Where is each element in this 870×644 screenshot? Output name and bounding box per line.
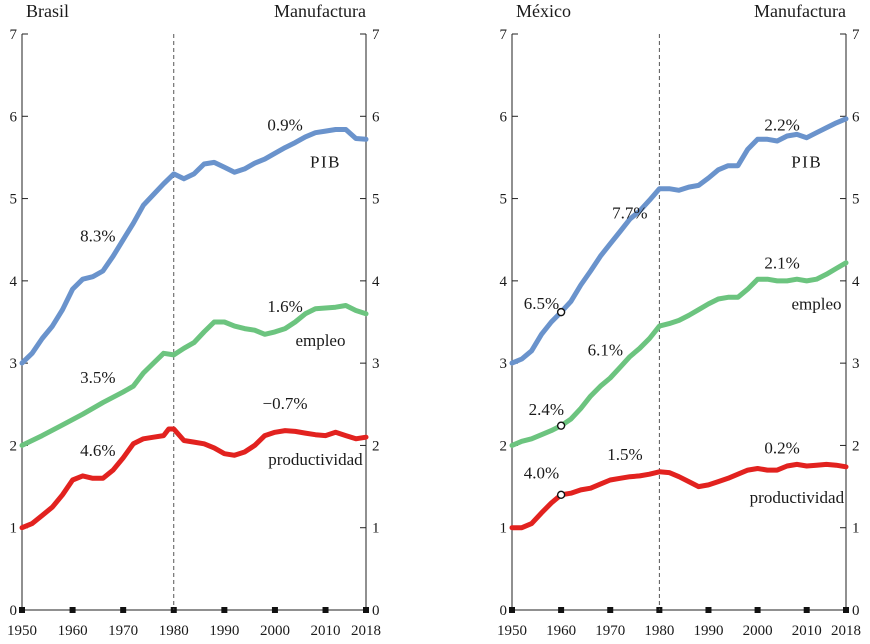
- x-tick-label: 2000: [260, 623, 290, 639]
- x-tick: [843, 607, 849, 613]
- y-tick-label-left: 1: [500, 521, 508, 537]
- x-tick-label: 1990: [693, 623, 723, 639]
- x-tick-label: 2000: [743, 623, 773, 639]
- x-tick: [221, 607, 228, 613]
- y-tick-label-right: 4: [852, 274, 860, 290]
- chart-panel-0: 0 0 1 1 2 2 3 3 4 4 5 5 6 6 7 7 1950 1960 1970 1980 1990 2000…: [7, 1, 381, 639]
- y-tick-label-left: 4: [500, 274, 508, 290]
- series-label: PIB: [791, 152, 822, 171]
- y-tick-label-left: 0: [10, 603, 18, 619]
- y-tick-label-right: 5: [852, 192, 860, 208]
- series-line-pib: [19, 127, 369, 366]
- series-label: productividad: [750, 488, 845, 507]
- panel-title: Manufactura: [754, 1, 846, 21]
- y-tick-label-right: 6: [372, 109, 380, 125]
- x-tick: [558, 607, 565, 613]
- y-tick-label-right: 3: [372, 356, 380, 372]
- growth-annotation: 4.6%: [80, 441, 115, 460]
- x-tick-label: 2018: [351, 623, 381, 639]
- x-tick-label: 2018: [831, 623, 861, 639]
- growth-annotation: 8.3%: [80, 226, 115, 245]
- x-tick: [69, 607, 76, 613]
- x-tick-label: 1960: [546, 623, 576, 639]
- series-label: productividad: [268, 450, 363, 469]
- x-tick: [271, 607, 278, 613]
- y-tick-label-right: 1: [852, 521, 860, 537]
- y-tick-label-right: 1: [372, 521, 380, 537]
- growth-annotation: 3.5%: [80, 368, 115, 387]
- x-tick: [120, 607, 127, 613]
- x-tick-label: 1970: [595, 623, 625, 639]
- y-tick-label-right: 3: [852, 356, 860, 372]
- growth-annotation: 2.1%: [764, 254, 799, 273]
- data-marker: [556, 490, 566, 499]
- x-tick: [754, 607, 761, 613]
- y-tick-label-right: 0: [372, 603, 380, 619]
- panel-title: Manufactura: [274, 1, 366, 21]
- growth-annotation: 0.9%: [267, 115, 302, 134]
- y-tick-label-right: 2: [372, 438, 380, 454]
- growth-annotation: 2.4%: [529, 400, 564, 419]
- chart-panel-1: 0 0 1 1 2 2 3 3 4 4 5 5 6 6 7 7 1950 1960 1970 1980 1990 2000…: [497, 1, 861, 639]
- data-marker: [556, 307, 566, 317]
- x-tick-label: 1970: [108, 623, 138, 639]
- series-label: empleo: [792, 295, 842, 314]
- y-tick-label-left: 7: [500, 27, 508, 43]
- series-line-empleo: [509, 260, 849, 448]
- y-tick-label-left: 6: [500, 109, 508, 125]
- y-tick-label-right: 5: [372, 192, 380, 208]
- x-tick-label: 2010: [792, 623, 822, 639]
- growth-annotation: 6.5%: [524, 294, 559, 313]
- y-tick-label-left: 3: [500, 356, 508, 372]
- x-tick: [322, 607, 329, 613]
- y-tick-label-left: 6: [10, 109, 18, 125]
- series-line-pib: [509, 116, 849, 366]
- growth-annotation: 0.2%: [764, 439, 799, 458]
- x-tick: [363, 607, 369, 613]
- x-tick: [509, 607, 515, 613]
- y-tick-label-left: 5: [10, 192, 18, 208]
- series-label: PIB: [310, 152, 341, 171]
- x-tick-label: 1990: [209, 623, 239, 639]
- country-title: Brasil: [26, 1, 69, 21]
- x-tick-label: 1980: [159, 623, 189, 639]
- y-tick-label-right: 7: [852, 27, 860, 43]
- x-tick-label: 2010: [311, 623, 341, 639]
- growth-annotation: 1.5%: [607, 445, 642, 464]
- y-tick-label-right: 0: [852, 603, 860, 619]
- y-tick-label-right: 2: [852, 438, 860, 454]
- x-tick: [19, 607, 25, 613]
- x-tick-label: 1950: [7, 623, 37, 639]
- growth-annotation: 2.2%: [764, 115, 799, 134]
- data-marker: [556, 421, 566, 430]
- y-tick-label-right: 6: [852, 109, 860, 125]
- x-tick: [803, 607, 810, 613]
- series-line-empleo: [19, 303, 369, 448]
- growth-annotation: 1.6%: [267, 297, 302, 316]
- series-line-productividad: [509, 461, 849, 531]
- y-tick-label-left: 5: [500, 192, 508, 208]
- x-tick-label: 1980: [644, 623, 674, 639]
- y-tick-label-left: 4: [10, 274, 18, 290]
- x-tick: [705, 607, 712, 613]
- series-label: empleo: [295, 331, 345, 350]
- x-tick-label: 1950: [497, 623, 527, 639]
- series-line-productividad: [19, 426, 369, 531]
- country-title: México: [516, 1, 571, 21]
- growth-annotation: 6.1%: [588, 341, 623, 360]
- y-tick-label-left: 7: [10, 27, 18, 43]
- growth-annotation: 7.7%: [612, 203, 647, 222]
- y-tick-label-left: 1: [10, 521, 18, 537]
- growth-annotation: 4.0%: [524, 463, 559, 482]
- y-tick-label-left: 2: [500, 438, 508, 454]
- y-tick-label-left: 3: [10, 356, 18, 372]
- x-tick: [607, 607, 614, 613]
- growth-annotation: −0.7%: [263, 394, 308, 413]
- y-tick-label-right: 7: [372, 27, 380, 43]
- x-tick-label: 1960: [58, 623, 88, 639]
- y-tick-label-right: 4: [372, 274, 380, 290]
- y-tick-label-left: 0: [500, 603, 508, 619]
- y-tick-label-left: 2: [10, 438, 18, 454]
